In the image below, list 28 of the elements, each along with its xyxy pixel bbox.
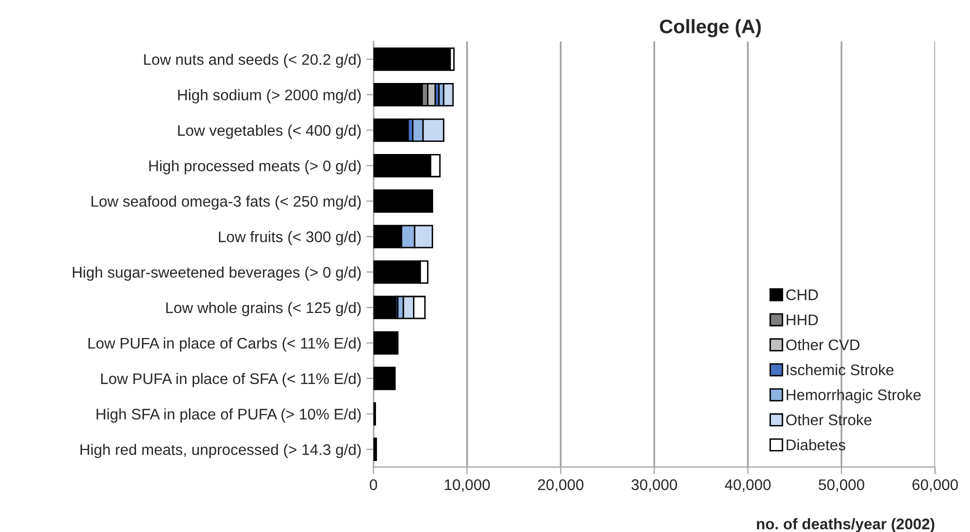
x-tick-label: 40,000 xyxy=(724,479,771,492)
y-tick-label: Low nuts and seeds (< 20.2 g/d) xyxy=(144,54,361,68)
legend-label: CHD xyxy=(786,289,818,300)
y-tick-label: High processed meats (> 0 g/d) xyxy=(149,160,361,174)
legend-label: Ischemic Stroke xyxy=(786,364,894,376)
y-tick-label: Low fruits (< 300 g/d) xyxy=(218,231,361,246)
legend-label: HHD xyxy=(786,314,818,326)
y-tick-label: Low PUFA in place of SFA (< 11% E/d) xyxy=(101,372,361,388)
y-tick-label: High red meats, unprocessed (> 14.3 g/d) xyxy=(80,444,361,458)
y-tick-label: Low vegetables (< 400 g/d) xyxy=(178,124,361,139)
y-tick-label: High sodium (> 2000 mg/d) xyxy=(178,89,361,104)
x-tick-label: 20,000 xyxy=(538,479,584,492)
y-tick-label: Low PUFA in place of Carbs (< 11% E/d) xyxy=(88,337,361,352)
y-tick-label: Low seafood omega-3 fats (< 250 mg/d) xyxy=(92,196,361,210)
x-tick-label: 0 xyxy=(370,479,378,490)
x-tick-label: 30,000 xyxy=(631,479,678,492)
legend-label: Diabetes xyxy=(786,439,846,450)
x-tick-label: 50,000 xyxy=(818,479,864,492)
legend-label: Other Stroke xyxy=(786,414,872,426)
y-tick-label: High sugar-sweetened beverages (> 0 g/d) xyxy=(72,266,361,281)
x-tick-label: 10,000 xyxy=(444,479,490,492)
legend-label: Other CVD xyxy=(786,339,860,350)
y-tick-label: Low whole grains (< 125 g/d) xyxy=(166,302,361,316)
x-tick-label: 60,000 xyxy=(912,479,958,492)
legend-label: Hemorrhagic Stroke xyxy=(786,389,921,404)
x-axis-title: no. of deaths/year (2002) xyxy=(756,518,934,532)
chart-title: College (A) xyxy=(660,19,761,38)
y-tick-label: High SFA in place of PUFA (> 10% E/d) xyxy=(96,408,361,423)
